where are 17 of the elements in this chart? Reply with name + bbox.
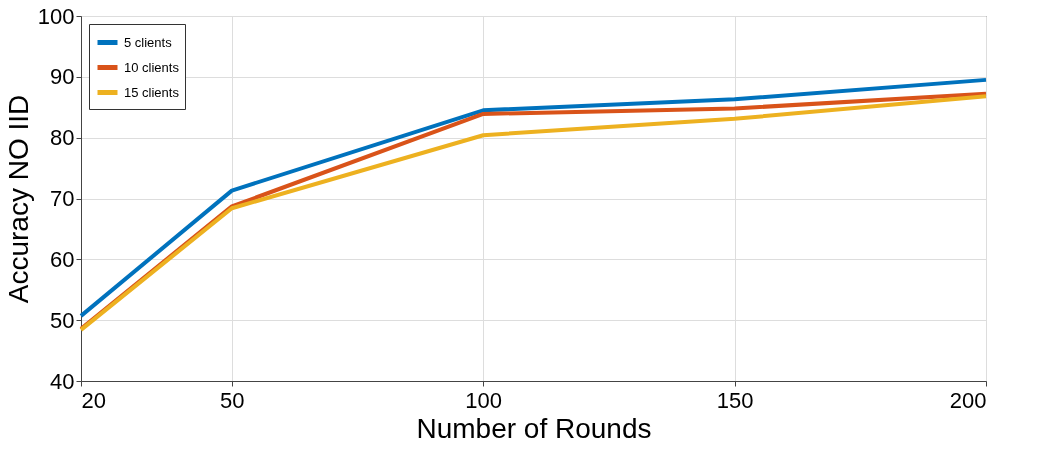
y-tick-label: 40 xyxy=(50,368,75,394)
y-tick-label: 60 xyxy=(50,246,75,272)
legend-label: 5 clients xyxy=(124,34,173,50)
legend-label: 10 clients xyxy=(124,59,180,75)
y-tick-label: 70 xyxy=(50,186,75,211)
x-tick-label: 200 xyxy=(949,387,987,413)
y-tick-label: 100 xyxy=(37,3,75,29)
x-tick-label: 100 xyxy=(465,387,503,413)
y-tick-label: 80 xyxy=(50,125,75,151)
x-axis-title: Number of Rounds xyxy=(416,412,652,444)
y-tick-label: 90 xyxy=(50,64,75,90)
x-tick-label: 20 xyxy=(81,387,106,413)
legend-label: 15 clients xyxy=(124,84,180,100)
y-axis-title: Accuracy NO IID xyxy=(2,94,34,304)
x-tick-label: 150 xyxy=(716,387,754,413)
y-tick-label: 50 xyxy=(50,307,75,333)
x-tick-label: 50 xyxy=(220,387,245,413)
